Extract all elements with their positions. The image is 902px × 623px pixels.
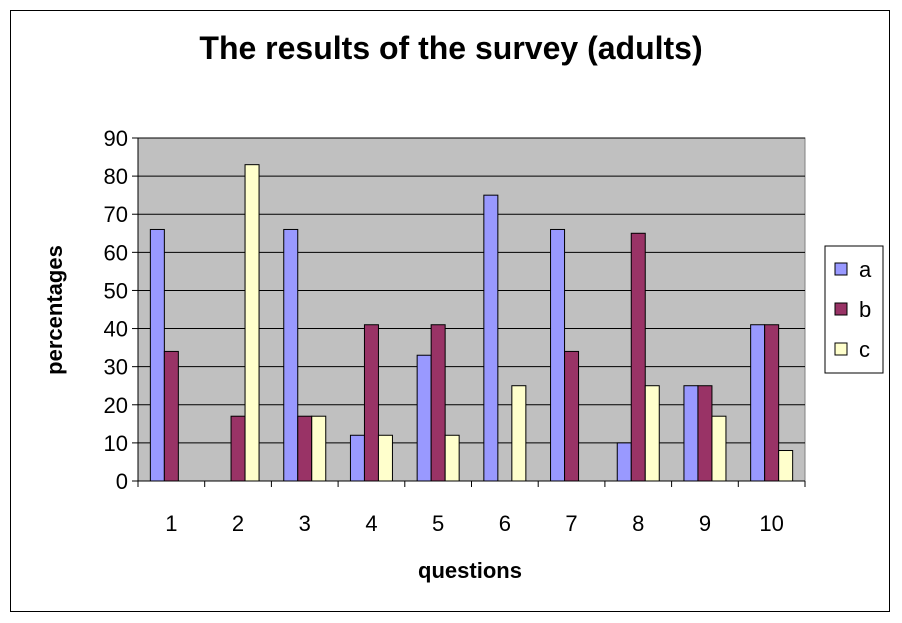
x-tick-label: 2 — [232, 511, 244, 536]
x-tick-label: 5 — [432, 511, 444, 536]
y-tick-label: 0 — [116, 469, 128, 494]
bar-c — [311, 415, 327, 482]
bar-b — [163, 350, 179, 482]
x-tick-label: 1 — [165, 511, 177, 536]
bar-b — [564, 350, 580, 482]
bar-b — [297, 415, 313, 482]
bar-a — [283, 228, 299, 482]
bar-b — [363, 324, 379, 482]
y-tick-label: 60 — [104, 240, 128, 265]
legend: abc — [824, 245, 884, 374]
bar-a — [550, 228, 566, 482]
y-tick-label: 10 — [104, 431, 128, 456]
bar-b — [430, 324, 446, 482]
bar-b — [630, 232, 646, 482]
y-tick-label: 70 — [104, 202, 128, 227]
x-tick-label: 4 — [365, 511, 377, 536]
bar-b — [230, 415, 246, 482]
x-axis-label: questions — [418, 558, 522, 583]
x-tick-label: 7 — [565, 511, 577, 536]
bar-b — [697, 385, 713, 482]
y-tick-label: 90 — [104, 126, 128, 151]
axes: 0 10 20 30 40 50 60 70 80 90 1 2 3 4 5 6 7 8 9 10 — [104, 126, 806, 536]
y-tick-label: 80 — [104, 164, 128, 189]
x-tick-label: 9 — [699, 511, 711, 536]
legend-label-b: b — [859, 297, 871, 322]
bar-a — [616, 442, 632, 482]
bar-c — [444, 434, 460, 482]
bar-a — [349, 434, 365, 482]
bar-a — [683, 385, 699, 482]
bar-c — [244, 164, 260, 482]
legend-swatch-b — [834, 302, 848, 316]
x-tick-label: 3 — [299, 511, 311, 536]
bar-b — [764, 324, 780, 482]
y-tick-label: 50 — [104, 278, 128, 303]
y-tick-label: 40 — [104, 317, 128, 342]
legend-box — [824, 245, 884, 374]
bar-a — [416, 354, 432, 482]
bar-a — [483, 194, 499, 482]
bar-c — [644, 385, 660, 482]
chart-title: The results of the survey (adults) — [199, 30, 703, 66]
bar-a — [750, 324, 766, 482]
x-tick-label: 6 — [499, 511, 511, 536]
bar-c — [711, 415, 727, 482]
legend-swatch-c — [834, 342, 848, 356]
y-tick-label: 20 — [104, 393, 128, 418]
bars — [149, 164, 794, 482]
x-tick-label: 8 — [632, 511, 644, 536]
bar-c — [511, 385, 527, 482]
x-tick-label: 10 — [759, 511, 783, 536]
bar-c — [778, 450, 794, 482]
bar-c — [377, 434, 393, 482]
legend-label-a: a — [859, 257, 872, 282]
legend-label-c: c — [859, 337, 870, 362]
y-tick-label: 30 — [104, 355, 128, 380]
y-axis-label: percentages — [42, 245, 67, 375]
bar-a — [149, 228, 165, 482]
legend-swatch-a — [834, 262, 848, 276]
